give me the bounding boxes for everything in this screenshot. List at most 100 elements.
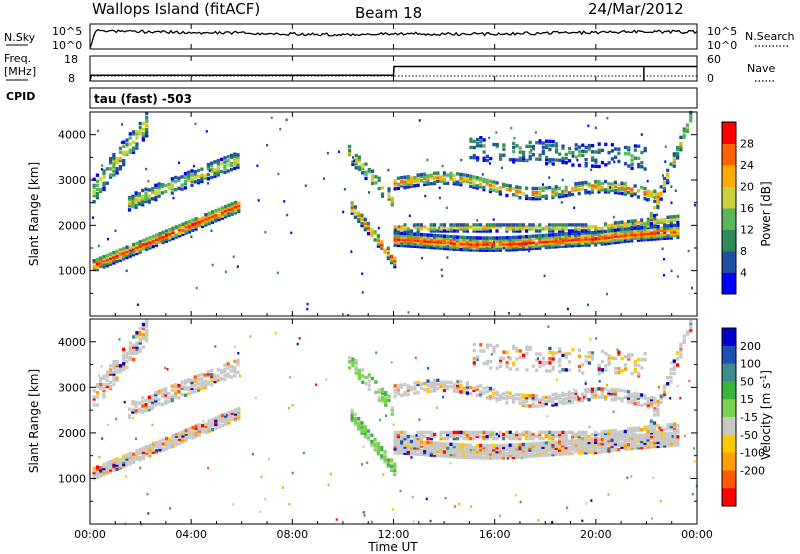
data-cell xyxy=(207,425,211,429)
data-cell xyxy=(492,188,496,192)
data-cell xyxy=(492,432,496,437)
data-cell xyxy=(620,231,624,236)
data-cell xyxy=(232,503,235,506)
data-cell xyxy=(442,177,446,181)
velocity-colorbar-swatch xyxy=(722,381,736,400)
nsearch-label: N.Search xyxy=(745,30,795,43)
data-cell xyxy=(155,451,159,455)
data-cell xyxy=(423,237,427,241)
data-cell xyxy=(168,229,172,234)
data-cell xyxy=(200,173,204,177)
data-cell xyxy=(210,212,215,216)
data-cell xyxy=(174,383,178,387)
data-cell xyxy=(502,350,506,354)
date-title: 24/Mar/2012 xyxy=(588,0,684,18)
data-cell xyxy=(230,409,234,413)
data-cell xyxy=(138,339,142,343)
data-cell xyxy=(210,218,215,222)
data-cell xyxy=(649,419,653,423)
data-cell xyxy=(237,413,241,417)
data-cell xyxy=(131,196,135,201)
data-cell xyxy=(580,239,585,243)
data-cell xyxy=(521,247,525,251)
data-cell xyxy=(525,442,529,446)
data-cell xyxy=(525,404,529,408)
data-cell xyxy=(387,187,391,191)
data-cell xyxy=(590,184,594,188)
data-cell xyxy=(479,390,483,394)
data-cell xyxy=(528,238,532,243)
data-cell xyxy=(171,434,175,438)
data-cell xyxy=(597,183,601,188)
data-cell xyxy=(145,339,149,343)
data-cell xyxy=(145,245,149,249)
data-cell xyxy=(406,434,410,439)
data-cell xyxy=(220,161,224,166)
data-cell xyxy=(620,220,624,224)
data-cell xyxy=(498,244,502,248)
data-cell xyxy=(396,383,400,388)
data-cell xyxy=(525,393,529,398)
data-cell xyxy=(630,431,634,435)
data-cell xyxy=(183,171,187,176)
data-cell xyxy=(277,172,280,176)
data-cell xyxy=(154,399,158,403)
data-cell xyxy=(644,444,647,448)
data-cell xyxy=(102,169,106,173)
data-cell xyxy=(502,456,506,460)
data-cell xyxy=(109,380,113,384)
data-cell xyxy=(617,434,621,438)
data-cell xyxy=(571,223,575,227)
data-cell xyxy=(200,167,204,171)
data-cell xyxy=(459,449,463,453)
data-cell xyxy=(112,261,116,265)
data-cell xyxy=(511,227,516,231)
data-cell xyxy=(364,170,368,174)
data-cell xyxy=(130,249,133,253)
data-cell xyxy=(630,228,634,233)
data-cell xyxy=(521,448,525,453)
data-cell xyxy=(589,338,592,341)
data-cell xyxy=(472,227,476,231)
data-cell xyxy=(531,147,535,151)
data-cell xyxy=(127,208,132,212)
data-cell xyxy=(217,417,221,421)
data-cell xyxy=(567,231,571,236)
data-cell xyxy=(465,432,469,437)
data-cell xyxy=(492,391,496,396)
data-cell xyxy=(488,187,492,191)
data-cell xyxy=(538,443,542,448)
data-cell xyxy=(145,247,149,251)
data-cell xyxy=(627,148,631,152)
data-cell xyxy=(459,172,463,177)
data-cell xyxy=(508,237,512,242)
data-cell xyxy=(201,218,205,222)
data-cell xyxy=(584,394,588,398)
data-cell xyxy=(380,391,385,395)
data-cell xyxy=(485,456,489,460)
data-cell xyxy=(393,384,397,388)
data-cell xyxy=(551,225,555,229)
data-cell xyxy=(210,423,215,428)
data-cell xyxy=(127,202,132,206)
data-cell xyxy=(429,245,433,250)
data-cell xyxy=(626,390,631,394)
data-cell xyxy=(194,227,198,231)
data-cell xyxy=(561,227,565,231)
data-cell xyxy=(482,446,486,450)
data-cell xyxy=(174,395,178,399)
data-cell xyxy=(544,432,548,437)
data-cell xyxy=(361,171,365,175)
data-cell xyxy=(387,197,391,201)
data-cell xyxy=(144,199,148,204)
data-cell xyxy=(538,360,542,365)
data-cell xyxy=(669,433,673,437)
data-cell xyxy=(171,438,175,442)
data-cell xyxy=(689,110,693,115)
data-cell xyxy=(351,160,355,164)
data-cell xyxy=(366,227,371,232)
data-cell xyxy=(603,235,608,240)
data-cell xyxy=(360,221,364,226)
data-cell xyxy=(210,216,215,220)
